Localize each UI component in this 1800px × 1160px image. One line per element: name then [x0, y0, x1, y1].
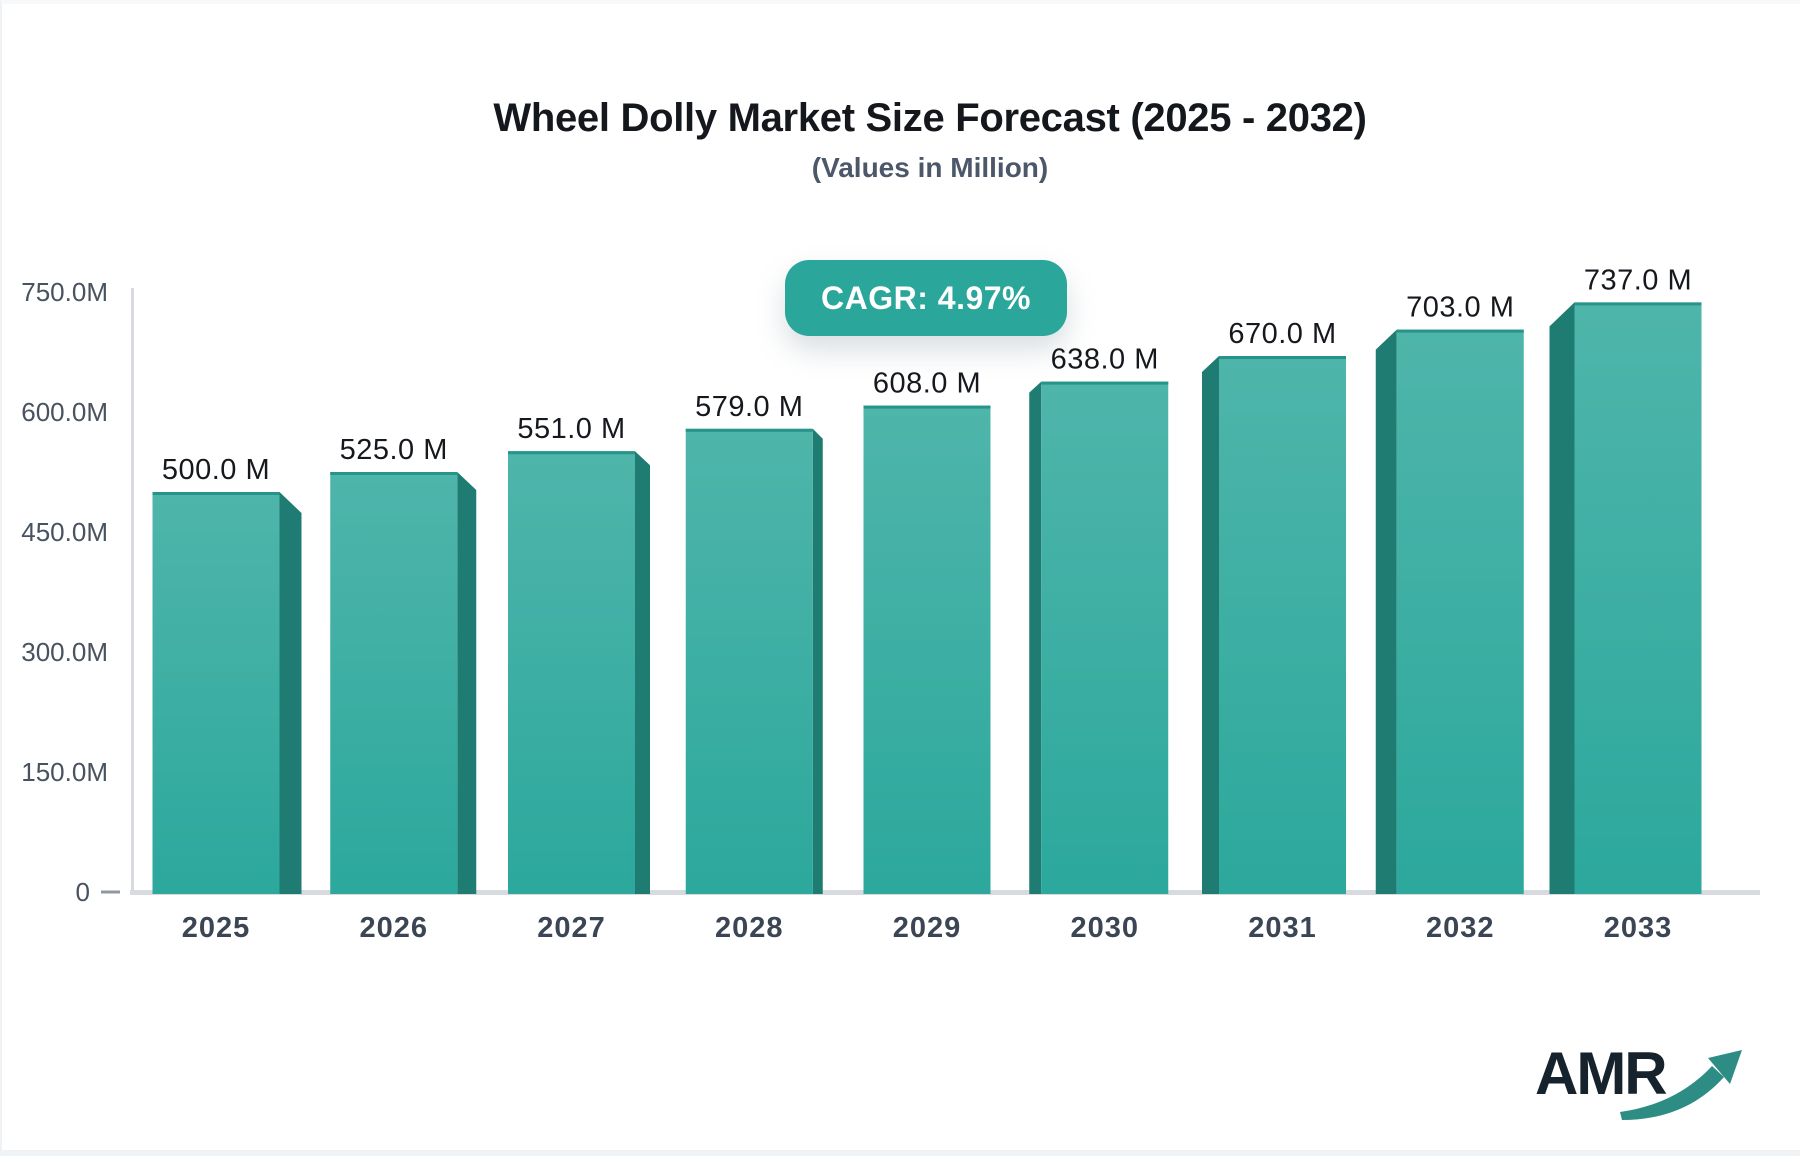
x-axis-category-label: 2029: [893, 912, 962, 944]
bar-side-face: [1202, 356, 1219, 894]
y-axis-tick-label: 750.0M: [21, 277, 108, 307]
bar-value-label: 551.0 M: [517, 413, 625, 445]
y-axis-tick-label: 150.0M: [21, 757, 108, 787]
x-axis-category-label: 2032: [1426, 912, 1495, 944]
bar-side-face: [635, 451, 650, 894]
bar-front-face: [863, 405, 991, 894]
bar-front-face: [685, 428, 813, 894]
bar-top-edge: [1219, 356, 1346, 359]
bar-front-face: [330, 472, 458, 894]
bar-front-face: [1396, 329, 1524, 895]
y-axis-line: [131, 288, 134, 894]
bar-front-face: [1219, 356, 1346, 894]
bar-value-label: 737.0 M: [1584, 264, 1692, 296]
x-axis-category-label: 2030: [1070, 912, 1139, 944]
bar-top-edge: [1396, 329, 1524, 333]
bar-front-face: [508, 451, 635, 894]
bar-side-face: [457, 472, 477, 894]
x-axis-category-label: 2031: [1248, 912, 1317, 944]
bar-value-label: 500.0 M: [162, 454, 270, 486]
y-axis-tick-label: 0: [76, 877, 90, 907]
bar-chart-plot: 0 150.0M 300.0M 450.0M 600.0M 750.0M 500.0 M 20…: [21, 264, 1760, 944]
bar-value-label: 579.0 M: [695, 391, 803, 423]
cagr-badge: CAGR: 4.97%: [785, 260, 1067, 336]
bar-2032: 703.0 M 2032: [1375, 292, 1524, 944]
bar-2028: 579.0 M 2028: [685, 391, 823, 944]
bar-value-label: 608.0 M: [873, 368, 981, 400]
bar-2029: 608.0 M 2029: [863, 368, 991, 944]
bar-front-face: [1574, 302, 1702, 894]
bar-value-label: 525.0 M: [340, 434, 448, 466]
bar-top-edge: [1041, 381, 1169, 385]
x-axis-category-label: 2025: [182, 912, 251, 944]
bar-2027: 551.0 M 2027: [508, 413, 650, 944]
amr-logo: AMR: [1535, 1044, 1755, 1144]
logo-growth-arrow-icon: [1620, 1050, 1742, 1120]
bar-2030: 638.0 M 2030: [1029, 344, 1169, 944]
amr-logo-text: AMR: [1535, 1040, 1668, 1107]
bar-side-face: [1549, 302, 1575, 894]
bar-side-face: [279, 492, 302, 894]
bar-top-edge: [508, 451, 635, 455]
x-axis-category-label: 2027: [537, 912, 606, 944]
bar-2025: 500.0 M 2025: [152, 454, 302, 944]
x-axis-category-label: 2026: [359, 912, 428, 944]
chart-subtitle: (Values in Million): [811, 152, 1049, 183]
y-axis-tick-label: 600.0M: [21, 397, 108, 427]
zero-tick-mark: [101, 890, 120, 894]
bar-side-face: [812, 428, 823, 894]
y-axis-tick-label: 300.0M: [21, 637, 108, 667]
bar-top-edge: [1574, 302, 1702, 306]
chart-title: Wheel Dolly Market Size Forecast (2025 -…: [493, 96, 1367, 140]
x-axis-category-label: 2028: [715, 912, 784, 944]
bar-top-edge: [330, 472, 458, 475]
bar-top-edge: [152, 492, 280, 495]
bar-value-label: 703.0 M: [1406, 292, 1514, 324]
bar-top-edge: [863, 405, 991, 409]
bar-front-face: [152, 492, 280, 894]
bar-side-face: [1375, 329, 1397, 895]
bar-2033: 737.0 M 2033: [1549, 264, 1702, 944]
bar-value-label: 670.0 M: [1228, 318, 1336, 350]
cagr-badge-label: CAGR: 4.97%: [821, 280, 1031, 316]
bar-2031: 670.0 M 2031: [1202, 318, 1346, 944]
x-axis-category-label: 2033: [1604, 912, 1673, 944]
y-axis-tick-label: 450.0M: [21, 517, 108, 547]
bar-2026: 525.0 M 2026: [330, 434, 477, 944]
bar-side-face: [1029, 381, 1042, 895]
bar-top-edge: [685, 428, 813, 432]
bar-front-face: [1041, 381, 1169, 895]
bar-value-label: 638.0 M: [1051, 344, 1159, 376]
